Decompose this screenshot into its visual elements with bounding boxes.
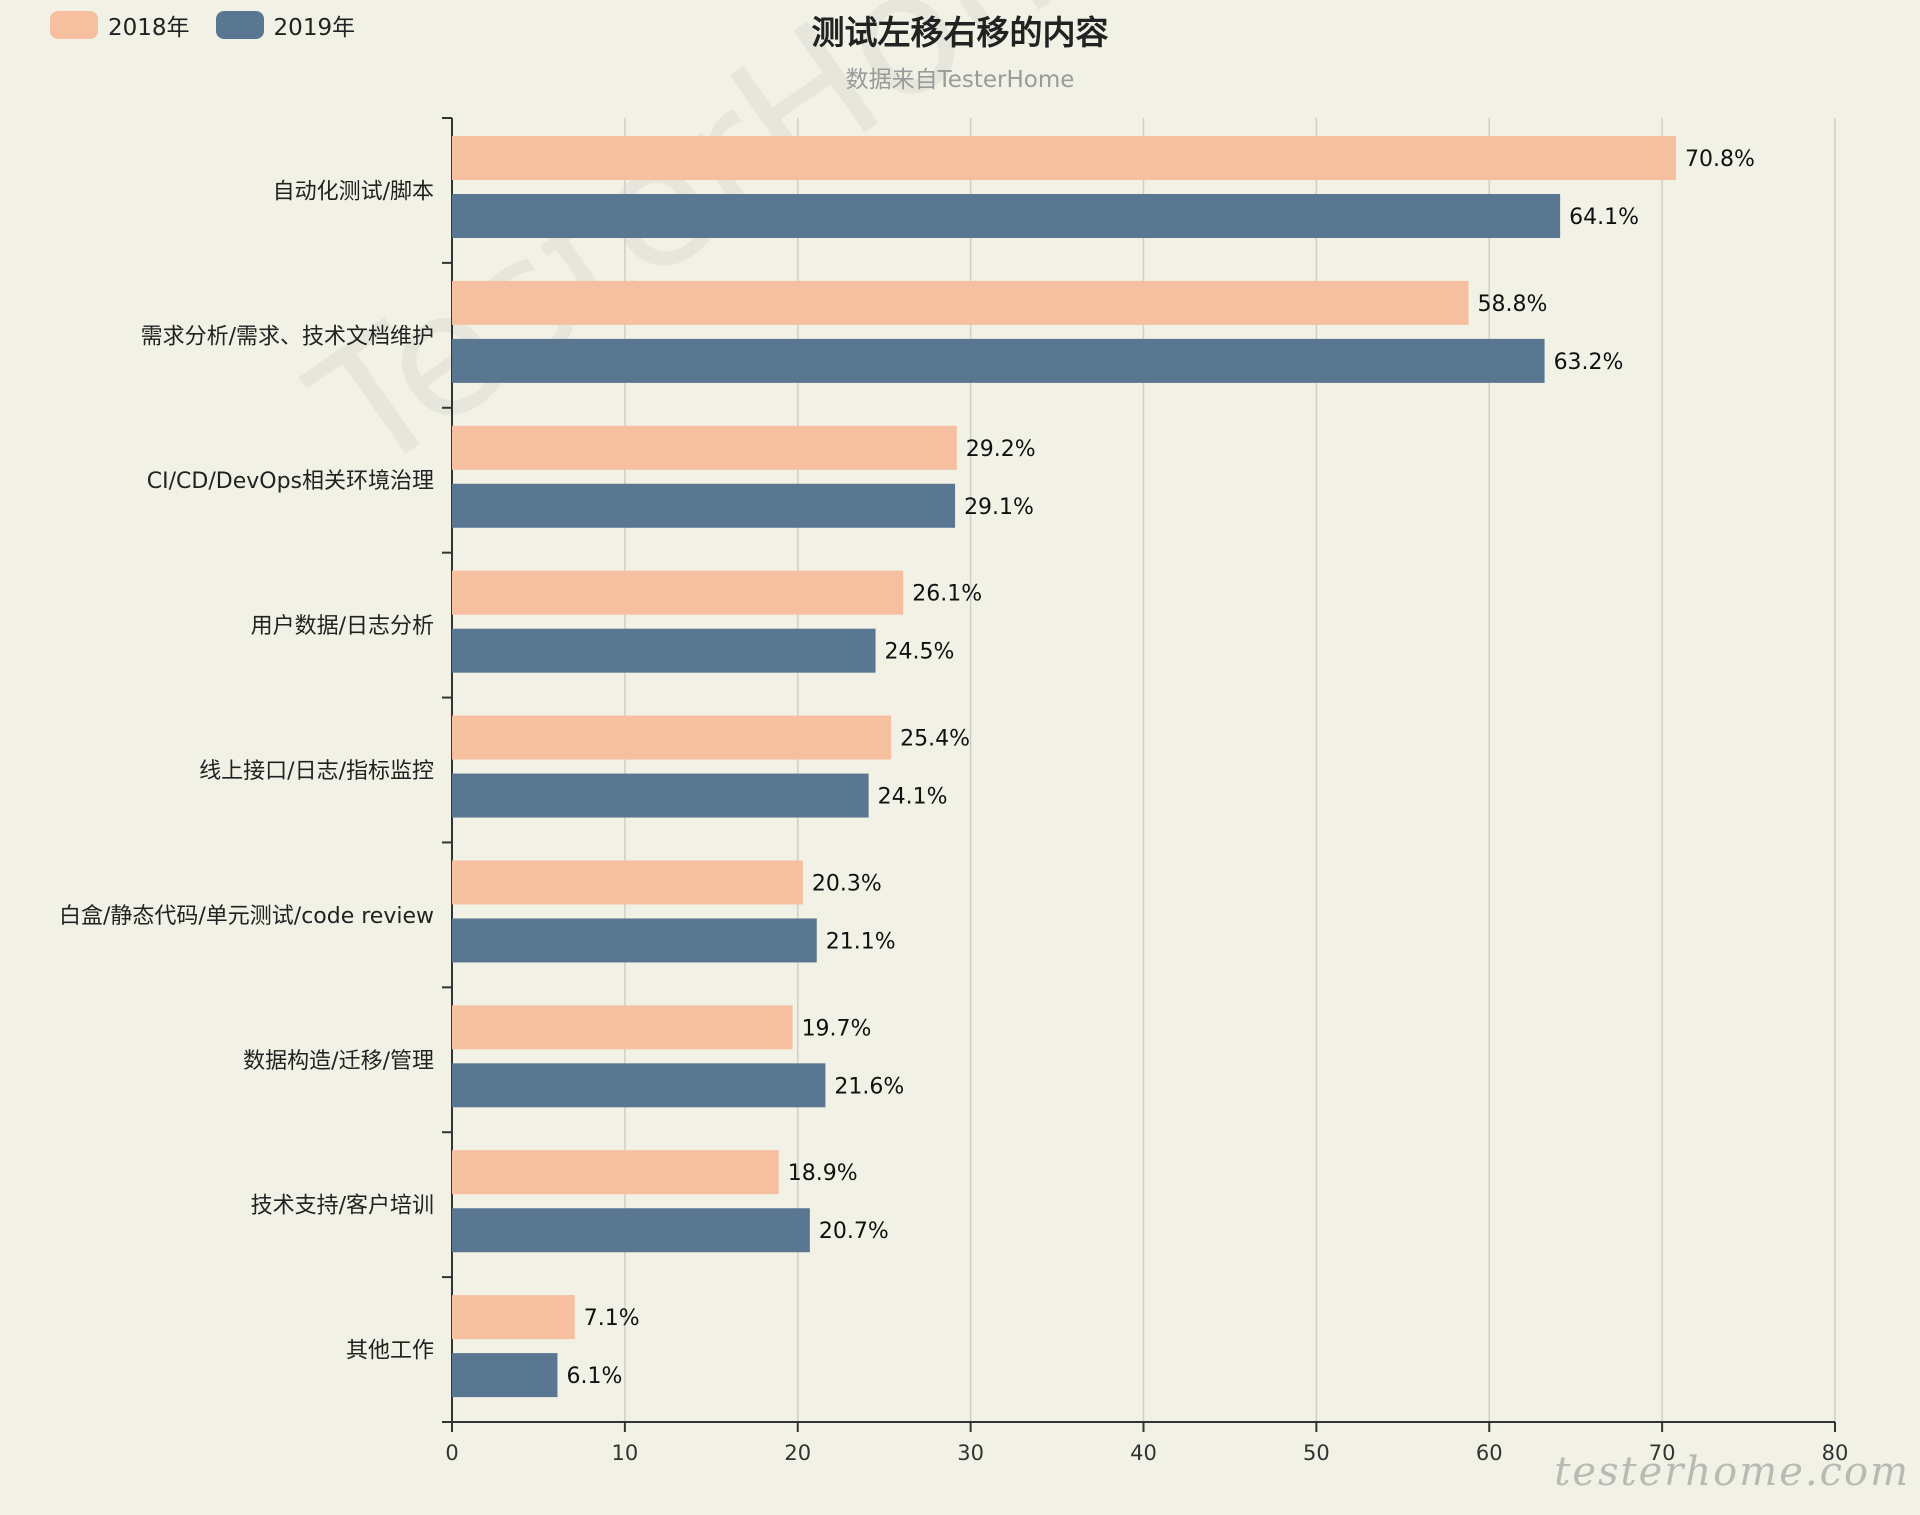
- bar-label-series0-2: 29.2%: [966, 437, 1036, 462]
- legend-item-2019[interactable]: 2019年: [215, 8, 356, 42]
- bar-series1-5: [452, 918, 817, 963]
- bar-label-series0-4: 25.4%: [900, 727, 970, 752]
- category-label-0: 自动化测试/脚本: [273, 179, 434, 204]
- bar-series0-8: [452, 1295, 575, 1340]
- bar-series0-1: [452, 280, 1469, 325]
- bar-series0-5: [452, 860, 803, 905]
- bar-series0-3: [452, 570, 904, 615]
- legend-label-2018: 2018年: [108, 15, 190, 41]
- bar-label-series1-6: 21.6%: [834, 1074, 904, 1099]
- signature-watermark: testerhome.com: [1554, 1449, 1910, 1495]
- x-tick-label-2: 20: [784, 1441, 811, 1465]
- bar-series1-7: [452, 1208, 810, 1253]
- category-label-7: 技术支持/客户培训: [251, 1194, 434, 1219]
- category-label-2: CI/CD/DevOps相关环境治理: [147, 469, 434, 494]
- x-tick-label-5: 50: [1303, 1441, 1330, 1465]
- bar-label-series0-1: 58.8%: [1478, 292, 1548, 317]
- bar-label-series1-7: 20.7%: [819, 1219, 889, 1244]
- chart-subtitle: 数据来自TesterHome: [845, 67, 1075, 93]
- bar-series0-6: [452, 1005, 793, 1050]
- bar-label-series0-7: 18.9%: [788, 1161, 858, 1186]
- legend-swatch-2018: [50, 11, 98, 39]
- category-label-6: 数据构造/迁移/管理: [243, 1049, 434, 1074]
- bar-label-series0-3: 26.1%: [912, 582, 982, 607]
- x-tick-label-0: 0: [445, 1441, 458, 1465]
- bar-series1-0: [452, 194, 1561, 238]
- bar-label-series1-0: 64.1%: [1569, 205, 1639, 230]
- legend-label-2019: 2019年: [273, 15, 356, 41]
- bar-label-series0-6: 19.7%: [802, 1016, 872, 1041]
- bar-series0-0: [452, 136, 1676, 180]
- bar-label-series1-3: 24.5%: [885, 640, 955, 665]
- bar-series1-8: [452, 1353, 558, 1398]
- bar-series0-4: [452, 715, 892, 760]
- x-tick-label-3: 30: [957, 1441, 984, 1465]
- category-label-3: 用户数据/日志分析: [251, 614, 434, 639]
- bar-label-series0-5: 20.3%: [812, 871, 882, 896]
- legend-swatch-2019: [215, 11, 264, 39]
- x-tick-label-8: 80: [1822, 1441, 1849, 1465]
- bar-label-series1-5: 21.1%: [826, 929, 896, 954]
- bar-label-series1-4: 24.1%: [878, 785, 948, 810]
- category-label-1: 需求分析/需求、技术文档维护: [141, 324, 434, 349]
- bar-series1-2: [452, 483, 956, 528]
- bar-series1-3: [452, 628, 876, 673]
- legend-item-2018[interactable]: 2018年: [50, 8, 190, 42]
- x-tick-label-1: 10: [612, 1441, 639, 1465]
- bar-label-series0-0: 70.8%: [1685, 147, 1755, 172]
- bar-label-series1-8: 6.1%: [566, 1364, 622, 1389]
- x-tick-label-4: 40: [1130, 1441, 1157, 1465]
- bar-series1-1: [452, 338, 1545, 383]
- bar-series0-7: [452, 1150, 779, 1195]
- category-label-8: 其他工作: [346, 1339, 434, 1364]
- bar-label-series1-1: 63.2%: [1554, 350, 1624, 375]
- x-tick-label-7: 70: [1649, 1441, 1676, 1465]
- bar-series0-2: [452, 425, 957, 470]
- chart-title: 测试左移右移的内容: [811, 13, 1109, 52]
- bar-series1-4: [452, 773, 869, 818]
- bar-series1-6: [452, 1063, 826, 1108]
- legend: 2018年 2019年: [50, 8, 355, 42]
- category-label-4: 线上接口/日志/指标监控: [199, 759, 434, 784]
- bar-label-series1-2: 29.1%: [964, 495, 1034, 520]
- bar-label-series0-8: 7.1%: [584, 1306, 640, 1331]
- category-label-5: 白盒/静态代码/单元测试/code review: [59, 904, 434, 929]
- x-tick-label-6: 60: [1476, 1441, 1503, 1465]
